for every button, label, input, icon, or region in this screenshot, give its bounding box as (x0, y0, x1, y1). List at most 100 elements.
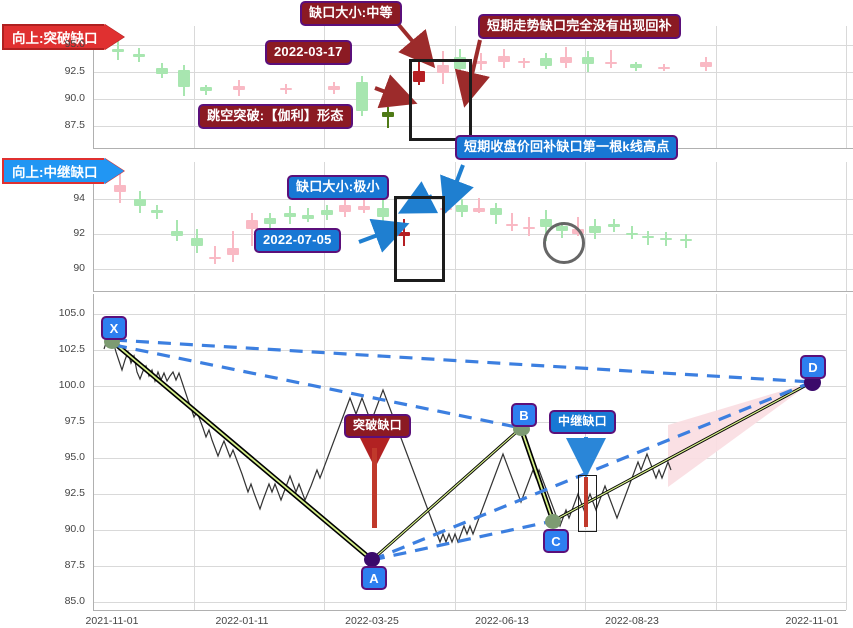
tag-pattern-top: 跳空突破:【伽利】形态 (198, 104, 353, 130)
candlestick (114, 173, 126, 203)
tag-gap-date-top: 2022-03-17 (265, 40, 352, 66)
candlestick (658, 64, 670, 71)
flag-breakaway-label: 向上:突破缺口 (2, 24, 104, 50)
candle-body (680, 239, 692, 242)
candle-wick (631, 225, 633, 240)
candlestick (328, 81, 340, 94)
flag-breakaway-gap: 向上:突破缺口 (2, 24, 124, 50)
candle-body (227, 248, 239, 256)
point-badge-a: A (361, 566, 387, 590)
candlestick (582, 51, 594, 72)
y-axis-tick-label: 95.0 (64, 451, 85, 464)
candlestick (339, 195, 351, 217)
x-axis-tick-label: 2022-01-11 (215, 615, 269, 627)
candle-body (339, 204, 351, 212)
gridline-vertical (716, 162, 717, 291)
gridline-vertical (194, 162, 195, 291)
point-badge-d: D (800, 355, 826, 379)
candle-wick (214, 246, 216, 264)
y-axis-tick-label: 90 (73, 262, 85, 275)
candlestick (700, 56, 712, 71)
y-axis-tick-label: 102.5 (58, 343, 85, 356)
flag-continuation-gap: 向上:中继缺口 (2, 158, 124, 184)
candlestick (454, 49, 466, 76)
candle-body (133, 53, 145, 57)
candle-body (642, 235, 654, 238)
candlestick (151, 204, 163, 219)
candle-body (658, 66, 670, 69)
candlestick (377, 199, 389, 222)
candle-body (112, 49, 124, 53)
candle-wick (232, 230, 234, 263)
candle-body (382, 111, 394, 118)
candlestick (112, 40, 124, 61)
tag-gap-size-mid: 缺口大小:极小 (287, 175, 389, 201)
candlestick (490, 202, 502, 224)
gap-box-top (409, 59, 472, 141)
bottom-gap-candle-breakaway (372, 448, 377, 528)
y-axis-tick-label: 87.5 (64, 559, 85, 571)
candlestick (200, 84, 212, 95)
candlestick (413, 60, 425, 85)
candle-body (114, 185, 126, 193)
candle-body (209, 256, 221, 259)
candlestick (171, 220, 183, 242)
candle-body (328, 85, 340, 91)
gridline-vertical (846, 162, 847, 291)
candle-wick (363, 197, 365, 214)
y-axis-tick-label: 87.5 (64, 119, 85, 131)
candle-body (280, 88, 292, 91)
candle-body (134, 199, 146, 207)
gridline-vertical (716, 26, 717, 148)
gridline-horizontal (93, 314, 846, 316)
candlestick (382, 106, 394, 129)
candle-body (498, 55, 510, 63)
x-axis-tick-label: 2022-11-01 (785, 615, 839, 627)
candlestick (233, 79, 245, 96)
y-axis-tick-label: 100.0 (58, 379, 85, 392)
y-axis-tick-label: 95.0 (64, 38, 85, 50)
candle-wick (176, 220, 178, 242)
candle-body (151, 209, 163, 214)
candle-body (377, 208, 389, 217)
flag-arrow-head-icon (103, 24, 124, 50)
candlestick (437, 51, 449, 84)
point-badge-c: C (543, 529, 569, 553)
gridline-horizontal (93, 566, 846, 567)
candle-wick (387, 106, 389, 129)
candle-body (540, 57, 552, 66)
gridline-vertical (455, 162, 456, 291)
candle-body (356, 81, 368, 111)
x-axis-tick-label: 2021-11-01 (85, 615, 139, 627)
candle-body (171, 230, 183, 236)
candlestick (626, 225, 638, 240)
candlestick (356, 76, 368, 117)
candle-body (605, 62, 617, 65)
candle-body (518, 61, 530, 64)
candle-body (626, 232, 638, 235)
gridline-horizontal (93, 602, 846, 603)
candle-body (660, 237, 672, 240)
candle-wick (528, 216, 530, 236)
candlestick (156, 63, 168, 79)
y-axis-tick-label: 94 (73, 192, 85, 205)
candle-wick (610, 50, 612, 68)
tag-note-mid: 短期收盘价回补缺口第一根k线高点 (455, 135, 679, 161)
y-axis-line (93, 162, 94, 291)
x-axis-tick-label: 2022-06-13 (475, 615, 529, 627)
gridline-horizontal (93, 234, 853, 236)
y-axis-tick-label: 85.0 (64, 595, 85, 607)
candle-wick (511, 213, 513, 231)
candlestick (540, 209, 552, 242)
candle-wick (478, 197, 480, 214)
gridline-vertical (846, 26, 847, 148)
candlestick (302, 208, 314, 222)
gridline-vertical (324, 26, 325, 148)
candle-wick (251, 213, 253, 247)
candlestick (473, 197, 485, 214)
tag-continuation-gap-bottom: 中继缺口 (549, 410, 616, 434)
candlestick (630, 62, 642, 71)
candlestick (523, 216, 535, 236)
